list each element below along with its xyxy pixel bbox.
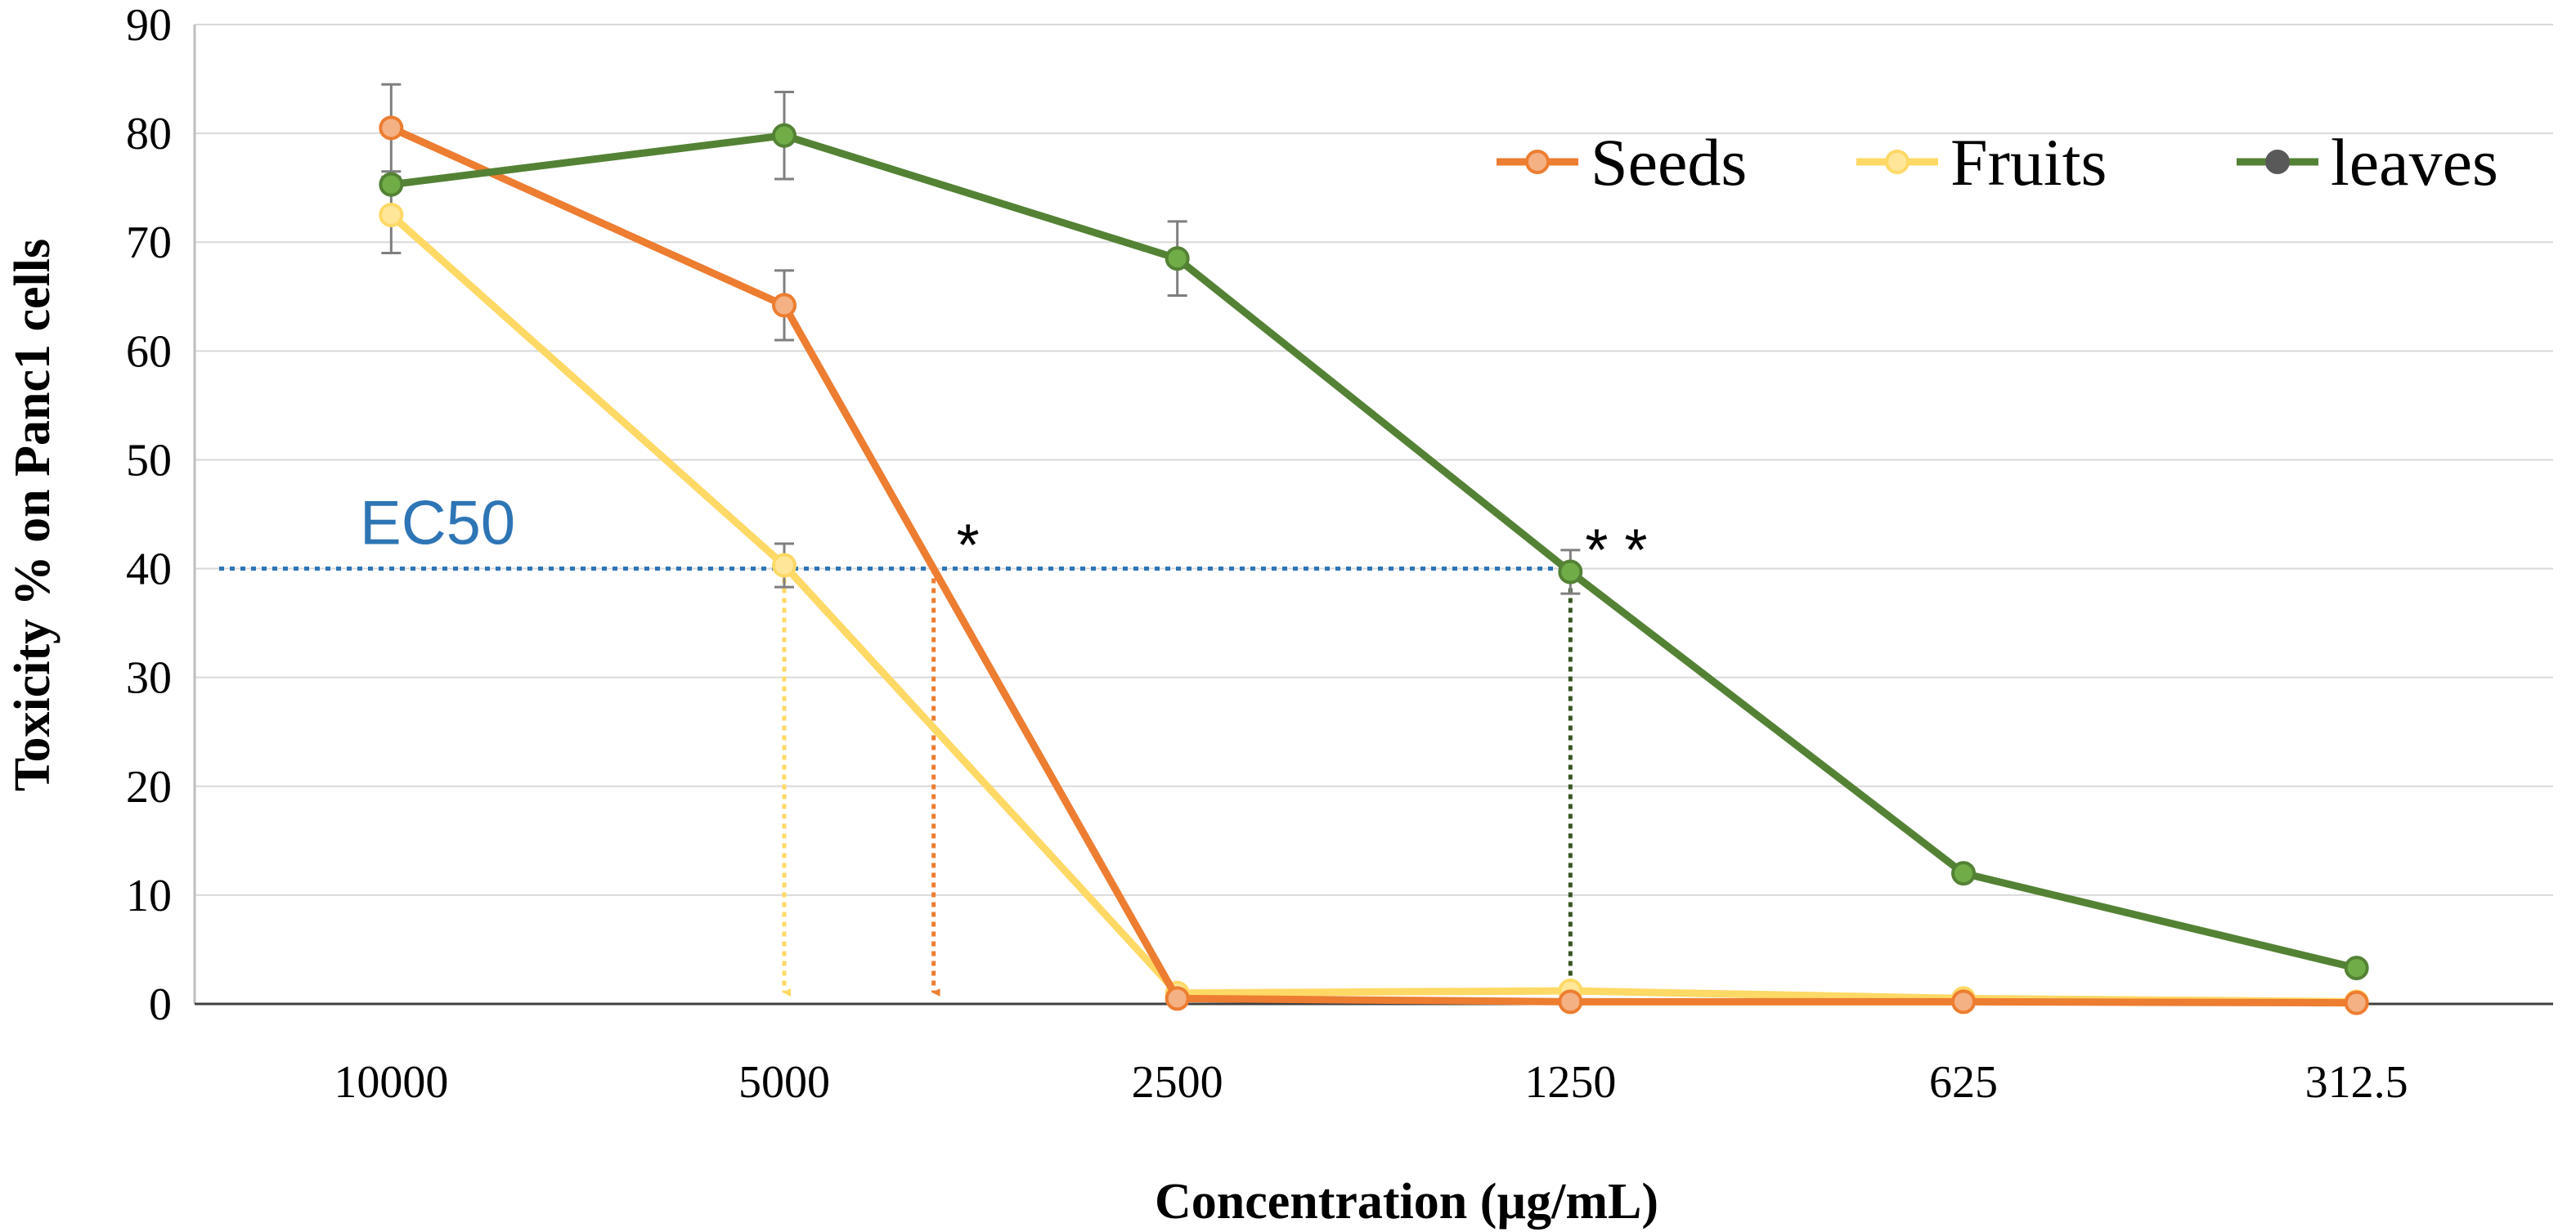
- x-tick-label: 5000: [738, 1057, 830, 1108]
- gridlines: [195, 24, 2553, 896]
- data-point-leaves: [772, 123, 797, 148]
- data-point-leaves: [379, 172, 404, 197]
- data-point-seeds: [2344, 990, 2369, 1015]
- data-point-leaves: [1558, 559, 1583, 585]
- y-tick-label: 40: [126, 544, 172, 595]
- legend-marker-leaves: [2265, 150, 2290, 174]
- annotations: EC50 * * *: [219, 489, 1647, 997]
- legend: Seeds Fruits leaves: [1497, 125, 2498, 199]
- data-series: [379, 83, 2369, 1015]
- x-tick-label: 1250: [1524, 1057, 1616, 1108]
- seeds-significance-marker: *: [957, 513, 980, 579]
- data-point-seeds: [1951, 989, 1976, 1015]
- y-tick-label: 70: [126, 217, 172, 268]
- data-point-seeds: [379, 115, 404, 141]
- x-tick-label: 2500: [1132, 1057, 1223, 1108]
- y-tick-label: 0: [149, 979, 172, 1030]
- data-point-seeds: [1165, 986, 1190, 1011]
- x-tick-label: 312.5: [2305, 1057, 2408, 1108]
- data-point-seeds: [1558, 989, 1583, 1015]
- legend-label-seeds: Seeds: [1591, 125, 1747, 199]
- y-axis-title: Toxicity % on Panc1 cells: [5, 239, 61, 791]
- ec50-label: EC50: [360, 489, 515, 558]
- data-point-leaves: [2344, 956, 2369, 981]
- legend-label-fruits: Fruits: [1950, 125, 2107, 199]
- data-point-leaves: [1165, 246, 1190, 271]
- data-point-fruits: [772, 553, 797, 578]
- y-tick-label: 60: [126, 326, 172, 377]
- series-line-leaves: [387, 132, 2361, 972]
- legend-marker-fruits: [1885, 150, 1910, 174]
- series-fruits: [379, 175, 2369, 1015]
- series-seeds: [379, 83, 2369, 1015]
- y-tick-label: 20: [126, 762, 172, 813]
- data-point-fruits: [379, 202, 404, 227]
- x-tick-label: 625: [1929, 1057, 1998, 1108]
- y-tick-label: 30: [126, 653, 172, 704]
- x-axis-title: Concentration (µg/mL): [1155, 1174, 1658, 1230]
- x-tick-label: 10000: [334, 1057, 448, 1108]
- y-tick-label: 80: [126, 109, 172, 159]
- legend-label-leaves: leaves: [2331, 125, 2498, 199]
- series-leaves: [379, 91, 2369, 981]
- series-line-seeds: [387, 123, 2361, 1007]
- series-line-fruits: [387, 211, 2361, 1006]
- data-point-leaves: [1951, 861, 1976, 886]
- y-tick-label: 90: [126, 0, 172, 51]
- tick-labels: 0 10 20 30 40 50 60 70 80 90 10000 5000 2500 1250 625 3…: [126, 0, 2408, 1108]
- data-point-seeds: [772, 293, 797, 318]
- legend-marker-seeds: [1525, 150, 1550, 174]
- y-tick-label: 10: [126, 871, 172, 921]
- leaves-significance-marker: * *: [1585, 518, 1647, 584]
- axes: [193, 25, 2553, 1006]
- y-tick-label: 50: [126, 435, 172, 486]
